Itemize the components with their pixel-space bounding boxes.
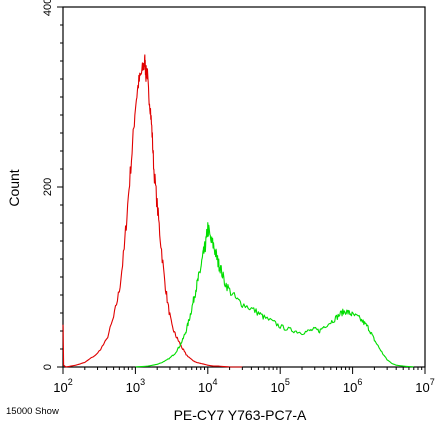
footnote-label: 15000 Show [6,406,59,417]
x-axis-label: PE-CY7 Y763-PC7-A [174,407,307,423]
series-layer [62,54,414,368]
series-line-1 [62,54,243,368]
ticks-layer: 0 200 400 102 103 104 105 106 107 [42,0,435,395]
axes-layer [62,6,426,368]
x-tick-label: 102 [53,377,72,395]
plot-frame [62,6,426,368]
x-tick-label: 106 [343,377,362,395]
x-tick-label: 103 [126,377,145,395]
y-tick-label: 400 [42,0,54,16]
x-tick-label: 104 [198,377,217,395]
y-tick-label: 0 [42,364,54,370]
series-line-2 [135,222,414,368]
y-tick-label: 200 [42,178,54,196]
y-axis-label: Count [6,169,22,206]
x-tick-label: 107 [415,377,434,395]
x-tick-label: 105 [270,377,289,395]
